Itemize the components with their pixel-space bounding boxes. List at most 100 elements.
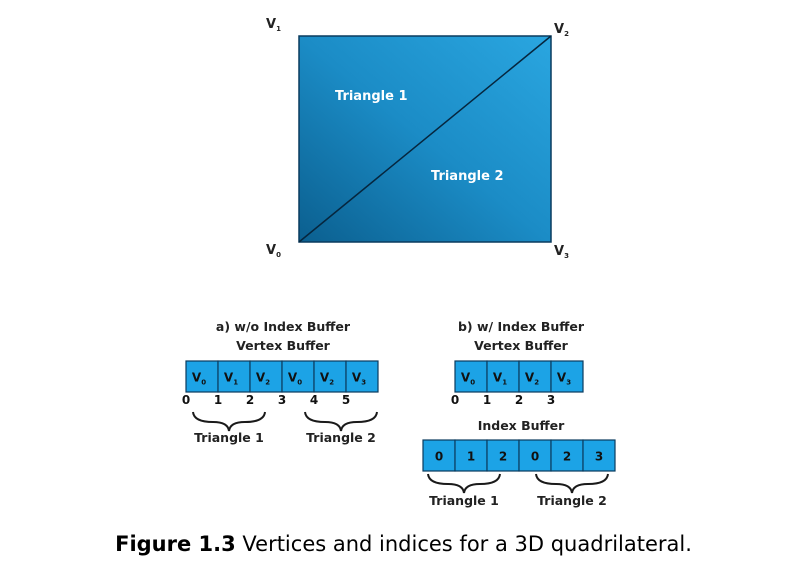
left-panel: a) w/o Index Buffer Vertex Buffer V0 V1 V2… [182, 319, 379, 445]
vertex-letter: V [461, 371, 471, 385]
vertex-v1: V1 [266, 17, 281, 33]
vertex-cell: V3 [550, 360, 584, 393]
index-cell: 3 [582, 439, 616, 472]
vertex-letter: V [493, 371, 503, 385]
index-label: 4 [310, 393, 318, 407]
right-subtitle: Vertex Buffer [474, 338, 569, 353]
svg-text:2: 2 [499, 450, 507, 464]
svg-text:1: 1 [467, 450, 475, 464]
svg-text:V0: V0 [266, 243, 281, 259]
right-vertex-buffer: V0 V1 V2 V3 [454, 360, 584, 393]
index-cell: 1 [454, 439, 488, 472]
quad-diagonal [298, 35, 552, 243]
vertex-cell: V1 [217, 360, 251, 393]
vertex-cell: V0 [454, 360, 488, 393]
vertex-letter: V [266, 17, 276, 32]
triangle2-label: Triangle 2 [431, 169, 503, 184]
index-label: 1 [483, 393, 491, 407]
vertex-letter: V [554, 22, 564, 37]
quadrilateral: Triangle 1 Triangle 2 [298, 35, 552, 243]
index-label: 0 [451, 393, 459, 407]
vertex-letter: V [352, 371, 362, 385]
vertex-cell: V0 [281, 360, 315, 393]
right-panel: b) w/ Index Buffer Vertex Buffer V0 V1 V2 V… [422, 319, 616, 508]
index-cell: 2 [550, 439, 584, 472]
vertex-sub: 2 [534, 379, 539, 387]
svg-text:V2: V2 [320, 371, 334, 387]
index-buffer: 0 1 2 0 2 3 [422, 439, 616, 472]
vertex-cell: V2 [313, 360, 347, 393]
vertex-v3: V3 [554, 244, 569, 260]
brace-icon [535, 473, 609, 494]
svg-text:V3: V3 [554, 244, 569, 260]
index-cell: 0 [518, 439, 552, 472]
svg-text:V0: V0 [288, 371, 302, 387]
brace-icon [427, 473, 501, 494]
vertex-sub: 3 [564, 252, 569, 260]
index-label: 2 [246, 393, 254, 407]
vertex-sub: 2 [265, 379, 270, 387]
svg-text:2: 2 [563, 450, 571, 464]
index-label: 3 [547, 393, 555, 407]
vertex-letter: V [320, 371, 330, 385]
vertex-letter: V [525, 371, 535, 385]
index-cell: 0 [422, 439, 456, 472]
vertex-cell: V0 [185, 360, 219, 393]
left-triangle1-label: Triangle 1 [194, 430, 264, 445]
vertex-cell: V3 [345, 360, 379, 393]
left-vertex-buffer: V0 V1 V2 V0 V2 V3 [185, 360, 379, 393]
vertex-sub: 0 [201, 379, 206, 387]
svg-text:V2: V2 [525, 371, 539, 387]
right-title: b) w/ Index Buffer [458, 319, 585, 334]
vertex-v2: V2 [554, 22, 569, 38]
left-index-labels: 0 1 2 3 4 5 [182, 393, 350, 407]
left-triangle2-label: Triangle 2 [306, 430, 376, 445]
vertex-sub: 1 [233, 379, 238, 387]
vertex-sub: 0 [297, 379, 302, 387]
index-label: 3 [278, 393, 286, 407]
index-cell: 2 [486, 439, 520, 472]
vertex-letter: V [288, 371, 298, 385]
vertex-sub: 1 [502, 379, 507, 387]
vertex-letter: V [557, 371, 567, 385]
vertex-sub: 3 [566, 379, 571, 387]
vertex-v0: V0 [266, 243, 281, 259]
svg-text:3: 3 [595, 450, 603, 464]
vertex-letter: V [256, 371, 266, 385]
vertex-sub: 2 [564, 30, 569, 38]
right-triangle2-label: Triangle 2 [537, 493, 607, 508]
index-label: 0 [182, 393, 190, 407]
triangle1-label: Triangle 1 [335, 89, 407, 104]
svg-text:V0: V0 [461, 371, 475, 387]
brace-icon [304, 411, 378, 432]
svg-text:V1: V1 [493, 371, 507, 387]
vertex-sub: 2 [329, 379, 334, 387]
figure-caption-text: Vertices and indices for a 3D quadrilate… [235, 532, 692, 556]
vertex-cell: V1 [486, 360, 520, 393]
left-subtitle: Vertex Buffer [236, 338, 331, 353]
svg-text:V2: V2 [256, 371, 270, 387]
right-triangle1-label: Triangle 1 [429, 493, 499, 508]
left-title: a) w/o Index Buffer [216, 319, 351, 334]
vertex-sub: 0 [276, 251, 281, 259]
vertex-cell: V2 [249, 360, 283, 393]
figure-number: Figure 1.3 [115, 532, 236, 556]
diagram-canvas: Triangle 1 Triangle 2 V1 V2 V0 V3 a) w/o… [182, 17, 616, 508]
figure-caption: Figure 1.3 Vertices and indices for a 3D… [0, 532, 807, 556]
index-buffer-title: Index Buffer [478, 418, 565, 433]
svg-text:V1: V1 [224, 371, 238, 387]
svg-text:0: 0 [531, 450, 539, 464]
index-label: 2 [515, 393, 523, 407]
vertex-cell: V2 [518, 360, 552, 393]
index-label: 5 [342, 393, 350, 407]
vertex-sub: 3 [361, 379, 366, 387]
vertex-letter: V [266, 243, 276, 258]
vertex-letter: V [554, 244, 564, 259]
svg-text:V2: V2 [554, 22, 569, 38]
svg-text:V3: V3 [557, 371, 571, 387]
svg-text:0: 0 [435, 450, 443, 464]
brace-icon [192, 411, 266, 432]
vertex-sub: 1 [276, 25, 281, 33]
vertex-letter: V [224, 371, 234, 385]
index-label: 1 [214, 393, 222, 407]
